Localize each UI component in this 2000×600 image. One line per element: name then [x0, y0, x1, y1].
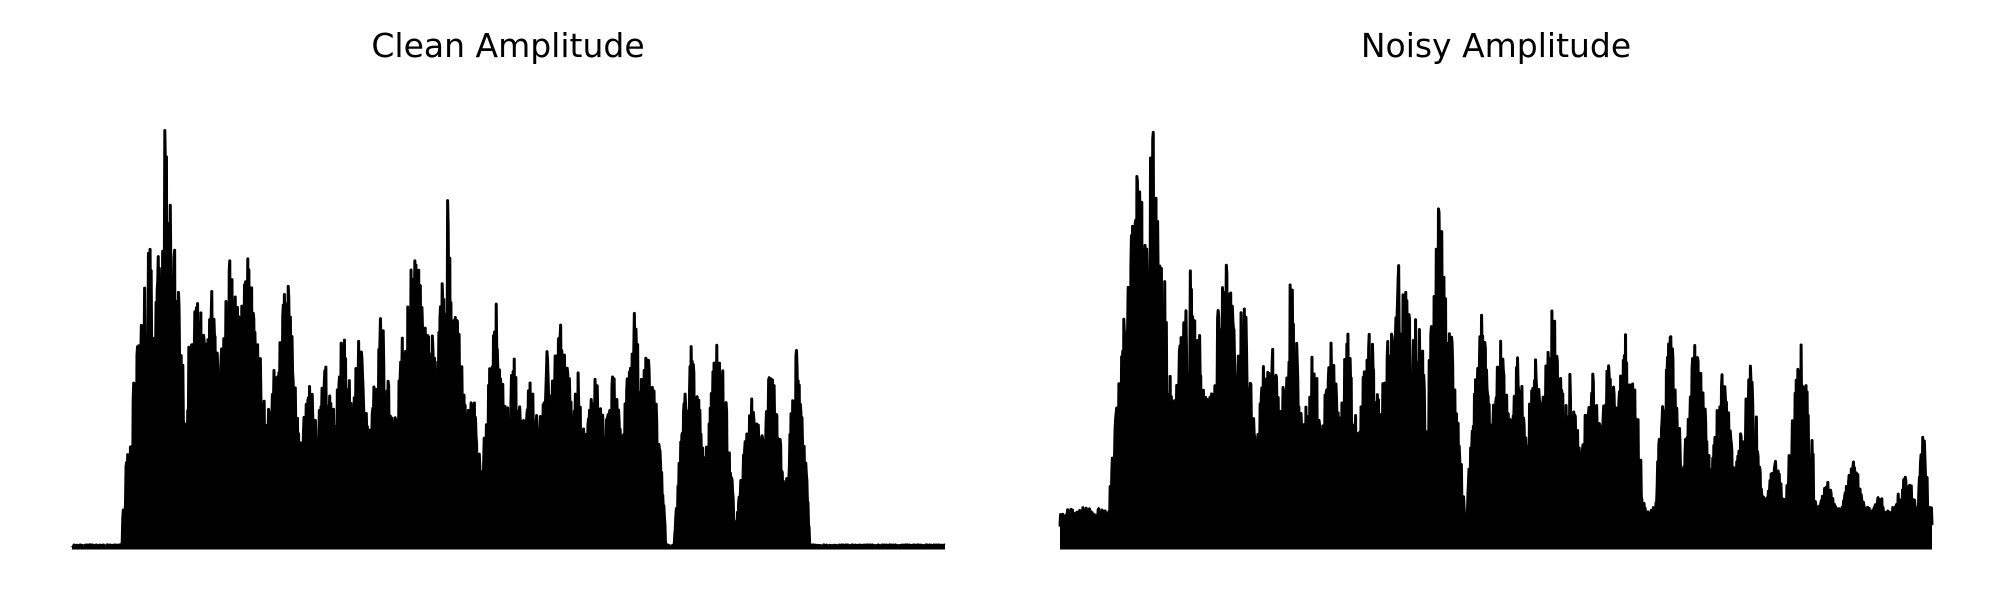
clean-amplitude-panel: Clean Amplitude [71, 26, 946, 550]
amplitude-line-0 [71, 128, 946, 548]
noisy-amplitude-plot [1058, 130, 1934, 550]
amplitude-line-1 [1058, 130, 1934, 532]
clean-amplitude-title: Clean Amplitude [371, 26, 644, 65]
noisy-amplitude-title: Noisy Amplitude [1361, 26, 1631, 65]
clean-amplitude-plot [71, 128, 946, 550]
noisy-amplitude-panel: Noisy Amplitude [1058, 26, 1934, 550]
